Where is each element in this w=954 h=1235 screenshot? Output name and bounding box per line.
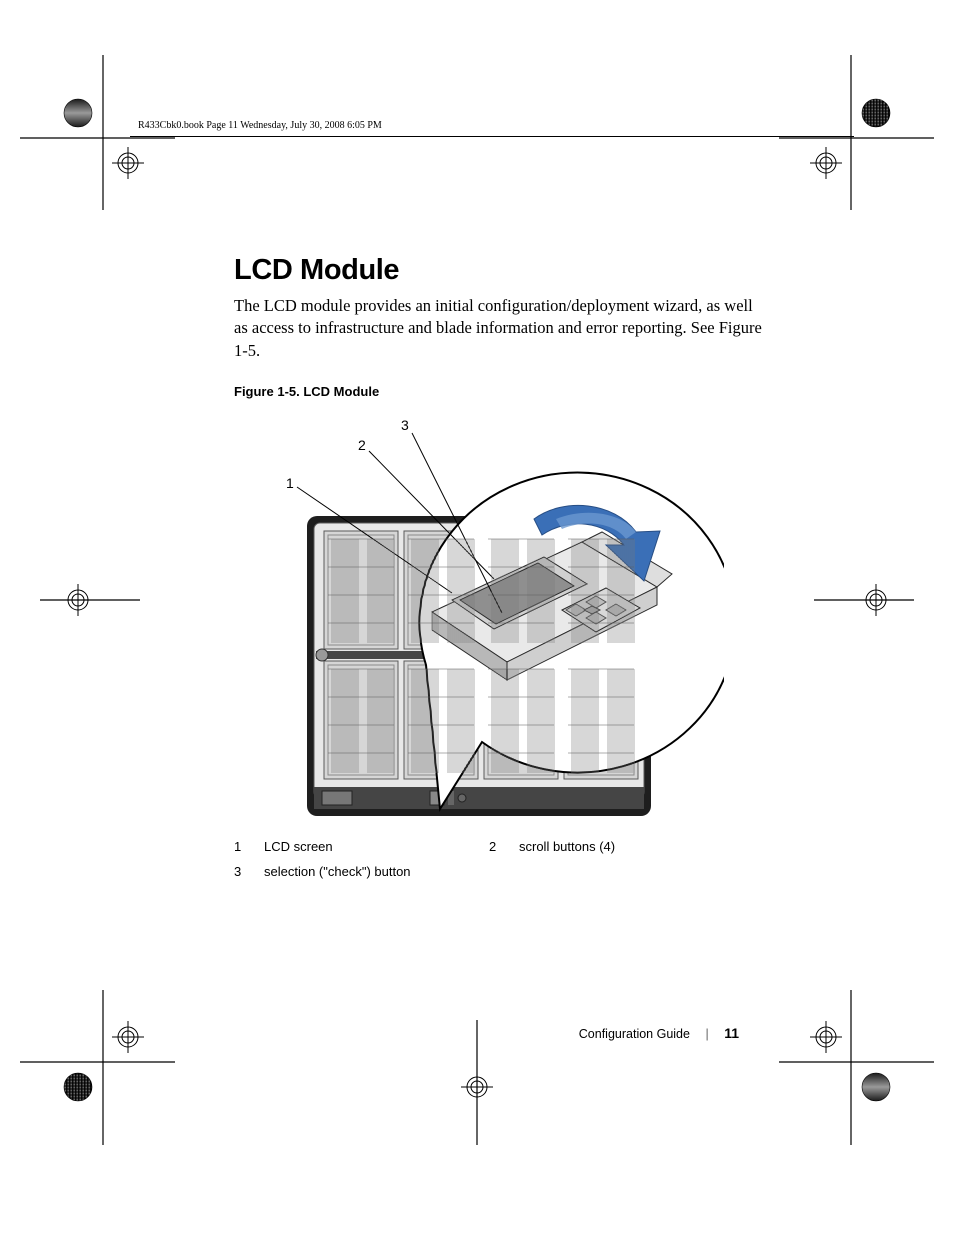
legend-text xyxy=(519,864,744,879)
callout-3: 3 xyxy=(401,417,409,433)
page-content: LCD Module The LCD module provides an in… xyxy=(234,254,764,889)
crop-mark-br xyxy=(779,990,934,1145)
crop-mark-ml xyxy=(40,584,140,616)
footer-divider: | xyxy=(705,1027,708,1041)
header-rule xyxy=(130,136,854,137)
section-heading: LCD Module xyxy=(234,254,764,287)
section-paragraph: The LCD module provides an initial confi… xyxy=(234,295,764,362)
legend-num: 3 xyxy=(234,864,264,879)
crop-mark-bm xyxy=(461,1020,493,1145)
running-head: R433Cbk0.book Page 11 Wednesday, July 30… xyxy=(138,120,382,131)
figure-caption: Figure 1-5. LCD Module xyxy=(234,384,764,399)
figure-legend: 1 LCD screen 2 scroll buttons (4) 3 sele… xyxy=(234,839,764,879)
legend-text: scroll buttons (4) xyxy=(519,839,744,854)
legend-num xyxy=(489,864,519,879)
footer-title: Configuration Guide xyxy=(579,1027,690,1041)
page-footer: Configuration Guide | 11 xyxy=(579,1025,739,1041)
callout-1: 1 xyxy=(286,475,294,491)
crop-mark-tl xyxy=(20,55,175,210)
legend-num: 2 xyxy=(489,839,519,854)
figure-diagram: 1 2 3 xyxy=(234,417,764,827)
page-number: 11 xyxy=(724,1025,739,1041)
callout-2: 2 xyxy=(358,437,366,453)
crop-mark-bl xyxy=(20,990,175,1145)
legend-text: selection ("check") button xyxy=(264,864,489,879)
crop-mark-mr xyxy=(814,584,914,616)
legend-text: LCD screen xyxy=(264,839,489,854)
crop-mark-tr xyxy=(779,55,934,210)
legend-num: 1 xyxy=(234,839,264,854)
